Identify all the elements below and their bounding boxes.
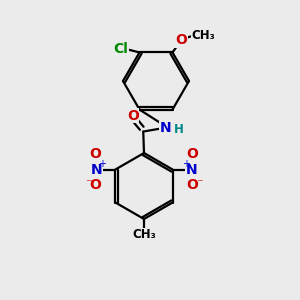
Text: O: O bbox=[187, 178, 199, 192]
Text: O: O bbox=[89, 147, 101, 161]
Text: N: N bbox=[185, 163, 197, 176]
Text: +: + bbox=[182, 159, 190, 169]
Text: O: O bbox=[127, 109, 139, 123]
Text: O: O bbox=[187, 147, 199, 161]
Text: ⁻: ⁻ bbox=[85, 177, 92, 190]
Text: ⁻: ⁻ bbox=[196, 177, 202, 190]
Text: O: O bbox=[89, 178, 101, 192]
Text: CH₃: CH₃ bbox=[191, 29, 215, 42]
Text: H: H bbox=[173, 123, 183, 136]
Text: O: O bbox=[175, 33, 187, 47]
Text: +: + bbox=[98, 159, 106, 169]
Text: CH₃: CH₃ bbox=[132, 228, 156, 241]
Text: Cl: Cl bbox=[113, 42, 128, 56]
Text: N: N bbox=[160, 121, 172, 135]
Text: N: N bbox=[91, 163, 103, 176]
